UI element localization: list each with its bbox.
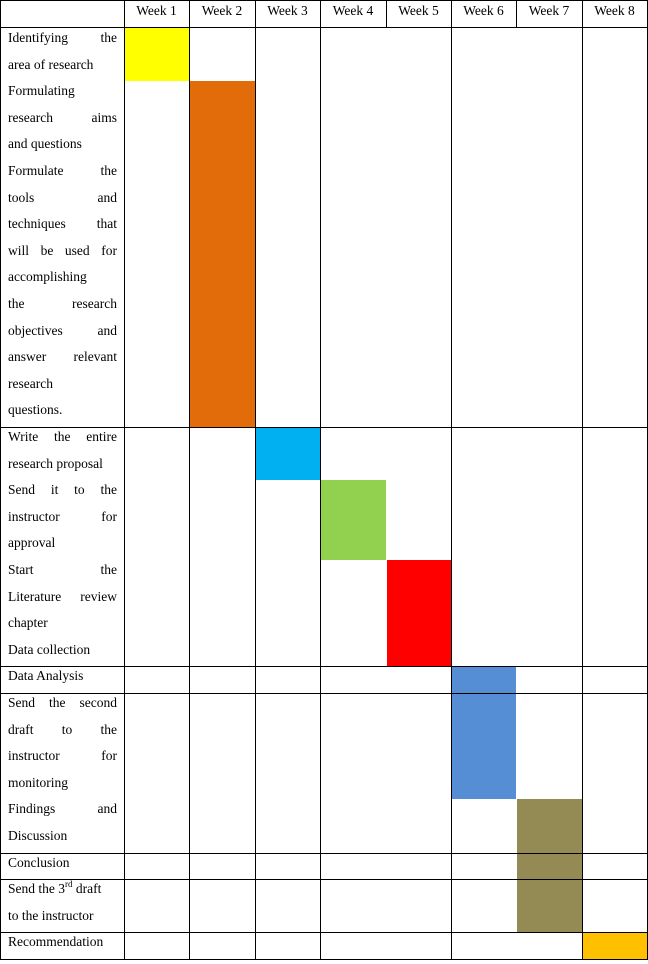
task-2-line-1: Formulating [8,83,75,98]
task-3-line-4: will be used for [8,243,117,258]
task-3-line-3: techniques that [8,216,117,231]
row-border-6 [0,879,648,880]
week-header-1: Week 1 [136,3,177,18]
task-3-line-8: answer relevant [8,349,117,364]
task-5-line-3: approval [8,535,56,550]
bar-week-2 [190,81,255,427]
task-1-line-1: Identifying the [8,30,117,45]
bar-week-7 [517,799,582,932]
col-border-0 [0,0,1,960]
row-border-1 [0,27,648,28]
task-3-line-5: accomplishing [8,269,87,284]
ordinal-suffix: rd [65,878,73,889]
row-border-2 [0,427,648,428]
col-border-8 [582,0,583,960]
task-9-line-2: draft to the [8,722,117,737]
col-border-2 [189,0,190,960]
row-border-3 [0,666,648,667]
task-9-line-1: Send the second [8,695,117,710]
bar-week-1 [125,28,189,81]
task-8-line-1: Data Analysis [8,668,84,683]
task-3-line-2: tools and [8,190,117,205]
week-header-3: Week 3 [267,3,308,18]
task-4-line-1: Write the entire [8,429,117,444]
week-header-5: Week 5 [398,3,439,18]
task-7-line-1: Data collection [8,642,91,657]
col-border-6 [451,0,452,960]
bar-week-8 [583,932,647,959]
task-5-line-2: instructor for [8,509,117,524]
task-10-line-2: Discussion [8,828,68,843]
week-header-7: Week 7 [528,3,570,18]
col-border-1 [124,0,125,960]
task-3-line-6: the research [8,296,117,311]
task-3-line-10: questions. [8,402,63,417]
row-border-5 [0,853,648,854]
task-1-line-2: area of research [8,57,94,72]
task-5-line-1: Send it to the [8,482,117,497]
week-header-6: Week 6 [463,3,504,18]
task-4-line-2: research proposal [8,456,103,471]
bar-week-4 [321,480,386,560]
row-border-0 [0,0,648,1]
row-border-4 [0,693,648,694]
task-2-line-2: research aims [8,110,117,125]
task-10-line-1: Findings and [8,801,117,816]
col-border-4 [320,0,321,960]
week-header-4: Week 4 [332,3,374,18]
bar-week-5 [387,560,451,666]
task-3-line-7: objectives and [8,323,117,338]
task-6-line-3: chapter [8,615,48,630]
task-3-line-9: research [8,376,53,391]
row-border-7 [0,932,648,933]
week-header-8: Week 8 [594,3,635,18]
task-3-line-1: Formulate the [8,163,117,178]
task-11-line-1: Conclusion [8,855,70,870]
task-12-line-2: to the instructor [8,908,94,923]
task-13-line-1: Recommendation [8,934,104,949]
col-border-7 [516,0,517,27]
task-2-line-3: and questions [8,136,82,151]
task-9-line-4: monitoring [8,775,68,790]
task-6-line-1: Start the [8,562,117,577]
task-9-line-3: instructor for [8,748,117,763]
col-border-3 [255,0,256,960]
week-header-2: Week 2 [201,3,243,18]
bar-week-3 [256,427,320,480]
task-12-line-1: Send the 3rd draft [8,878,102,896]
task-6-line-2: Literature review [8,589,117,604]
bar-week-6 [452,666,516,799]
col-border-5 [386,0,387,27]
row-border-8 [0,959,648,960]
